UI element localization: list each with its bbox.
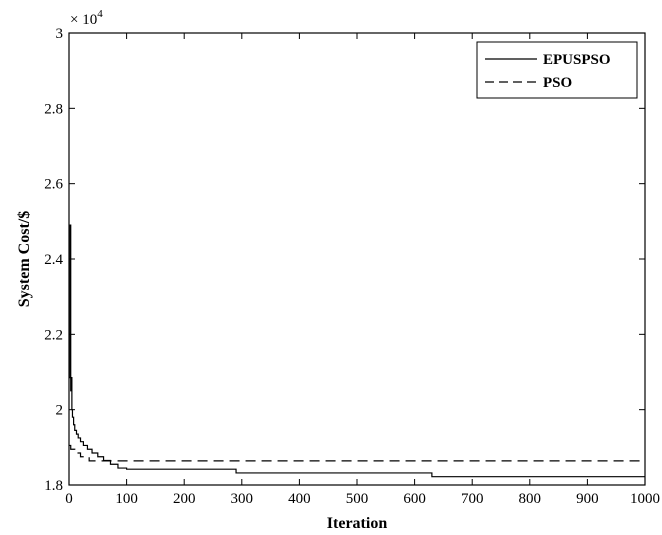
y-tick-label: 1.8: [44, 478, 63, 494]
x-tick-label: 200: [173, 491, 196, 507]
series-line-pso: [69, 444, 645, 462]
x-tick-label: 0: [65, 491, 73, 507]
x-tick-label: 700: [461, 491, 484, 507]
x-tick-label: 800: [519, 491, 542, 507]
x-tick-label: 400: [288, 491, 311, 507]
x-tick-label: 500: [346, 491, 369, 507]
y-exponent-label: × 104: [70, 8, 103, 28]
y-tick-label: 3: [56, 26, 64, 42]
plot-frame: [68, 32, 646, 486]
legend-label-pso: PSO: [543, 75, 572, 91]
y-tick-label: 2.6: [44, 177, 63, 193]
legend-label-epuspso: EPUSPSO: [543, 52, 611, 68]
x-tick-label: 1000: [630, 491, 660, 507]
series-line-epuspso: [69, 224, 645, 478]
ticks-layer: 0 100 200 300 400 500 600 700 800 900 1000 1.8 2 2.2 2…: [44, 26, 660, 507]
legend: EPUSPSO PSO: [476, 41, 638, 99]
x-tick-label: 600: [403, 491, 426, 507]
y-tick-label: 2.8: [44, 101, 63, 117]
y-axis-label: System Cost/$: [16, 211, 33, 307]
series-layer: [69, 224, 645, 478]
x-tick-label: 300: [231, 491, 254, 507]
y-multiplier-text: × 10: [70, 12, 97, 28]
y-tick-label: 2.2: [44, 327, 63, 343]
y-tick-label: 2: [56, 403, 64, 419]
x-tick-label: 900: [576, 491, 599, 507]
plot-background: [69, 33, 645, 485]
x-tick-label: 100: [115, 491, 138, 507]
legend-box: [476, 41, 638, 99]
x-axis-label: Iteration: [327, 515, 388, 532]
y-exponent-text: 4: [97, 8, 103, 20]
y-tick-label: 2.4: [44, 252, 63, 268]
